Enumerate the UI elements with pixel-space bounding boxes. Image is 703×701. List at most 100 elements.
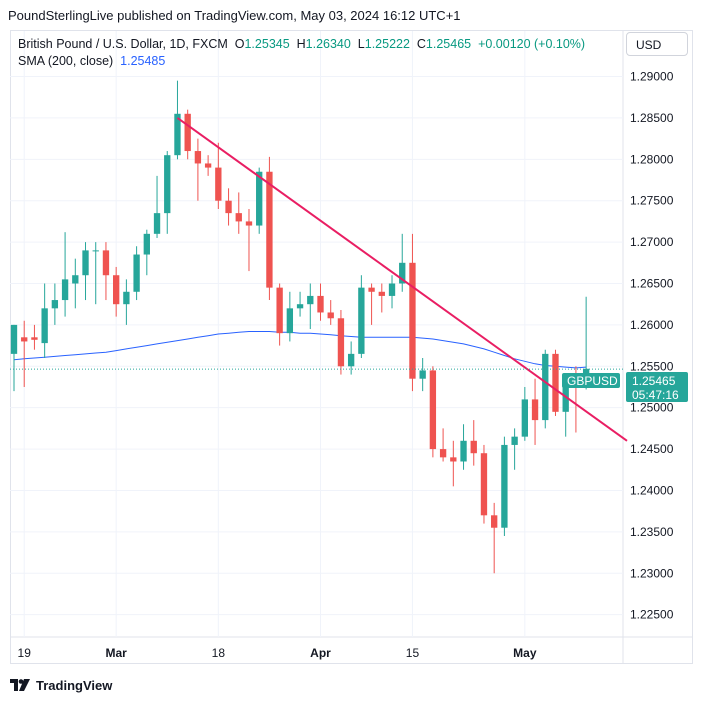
low-value: 1.25222 — [364, 37, 410, 51]
candle-body — [368, 287, 375, 292]
candle — [358, 275, 365, 359]
candle-body — [460, 440, 467, 462]
candle — [460, 424, 467, 470]
candle-body — [439, 449, 447, 458]
trendline[interactable] — [176, 117, 628, 442]
change-value: +0.00120 (+0.10%) — [478, 37, 586, 51]
candle — [133, 246, 140, 301]
candle-body — [102, 250, 110, 276]
price-tick-label: 1.26000 — [630, 318, 674, 332]
candle — [164, 151, 171, 234]
price-tick-label: 1.24000 — [630, 483, 674, 497]
candle — [61, 232, 69, 317]
candle — [21, 320, 28, 387]
candle-body — [194, 151, 202, 164]
candle — [419, 358, 426, 392]
candle-body — [327, 312, 334, 319]
candle — [542, 349, 549, 429]
candle — [368, 283, 375, 325]
sma-value: 1.25485 — [120, 54, 166, 68]
time-tick-label: Mar — [105, 646, 127, 660]
legend: British Pound / U.S. Dollar, 1D, FXCM O1… — [18, 36, 585, 70]
candle — [174, 80, 181, 160]
candle-body — [51, 300, 59, 309]
close-key: C — [416, 37, 426, 51]
candle-body — [358, 287, 365, 354]
sma-200-line — [13, 331, 587, 369]
candle-body — [21, 337, 28, 342]
candle-body — [419, 370, 426, 379]
candle — [307, 283, 314, 330]
currency-button[interactable]: USD — [626, 32, 688, 56]
price-tick-label: 1.24500 — [630, 442, 674, 456]
tradingview-logo-icon — [10, 679, 30, 691]
candle — [194, 138, 202, 201]
candle-body — [133, 254, 140, 292]
candle — [123, 279, 130, 325]
candle-body — [184, 113, 191, 152]
candle-body — [123, 291, 130, 305]
candle — [266, 156, 273, 301]
candle — [51, 283, 59, 325]
candle-body — [276, 287, 283, 334]
candle — [501, 436, 508, 536]
candle-body — [61, 279, 69, 301]
time-tick-label: 15 — [406, 646, 420, 660]
candle — [153, 175, 161, 238]
candle — [327, 300, 334, 325]
chart-area[interactable] — [10, 30, 693, 664]
open-key: O — [234, 37, 245, 51]
candle-body — [378, 291, 385, 296]
price-tick-label: 1.27000 — [630, 235, 674, 249]
open-value: 1.25345 — [244, 37, 290, 51]
candle — [399, 233, 406, 292]
candle — [245, 208, 253, 272]
candle-body — [552, 353, 559, 412]
candle — [409, 233, 416, 392]
candle-body — [286, 308, 294, 334]
price-tick-label: 1.28000 — [630, 152, 674, 166]
candle — [511, 428, 518, 470]
candle — [439, 428, 447, 462]
candle — [184, 109, 191, 160]
candle — [92, 242, 99, 305]
sma-layer — [13, 331, 587, 369]
candle-body — [10, 324, 18, 354]
candle-body — [307, 295, 314, 305]
symbol-tag: GBPUSD — [567, 374, 618, 388]
candle-body — [501, 444, 508, 528]
candle-body — [143, 233, 150, 255]
price-tick-label: 1.29000 — [630, 70, 674, 84]
countdown-tag: 05:47:16 — [632, 388, 679, 402]
time-axis: 19 Mar 18 Apr 15 May — [18, 646, 537, 660]
close-value: 1.25465 — [425, 37, 472, 51]
price-tick-label: 1.25000 — [630, 401, 674, 415]
candle-body — [388, 283, 396, 296]
candle-body — [256, 171, 263, 226]
price-tick-label: 1.28500 — [630, 111, 674, 125]
candles — [10, 80, 590, 574]
candle-body — [204, 163, 212, 168]
candle — [337, 309, 345, 375]
price-tick-label: 1.23500 — [630, 525, 674, 539]
candle-body — [82, 250, 89, 276]
candle — [521, 386, 529, 441]
candle-body — [531, 399, 539, 421]
price-tick-label: 1.22500 — [630, 608, 674, 622]
candle — [450, 440, 457, 487]
candle-body — [266, 171, 273, 288]
candle-body — [215, 167, 222, 201]
candle-body — [347, 353, 355, 367]
footer: TradingView — [10, 676, 112, 694]
candle-body — [225, 200, 232, 214]
candle-body — [245, 221, 253, 226]
candle — [470, 420, 477, 466]
price-tick-label: 1.25500 — [630, 359, 674, 373]
candle — [388, 275, 396, 309]
candle-body — [72, 275, 79, 284]
price-tick-label: 1.26500 — [630, 277, 674, 291]
symbol-label: British Pound / U.S. Dollar, 1D, FXCM — [18, 37, 228, 51]
candle — [82, 242, 89, 301]
candle — [491, 502, 498, 574]
